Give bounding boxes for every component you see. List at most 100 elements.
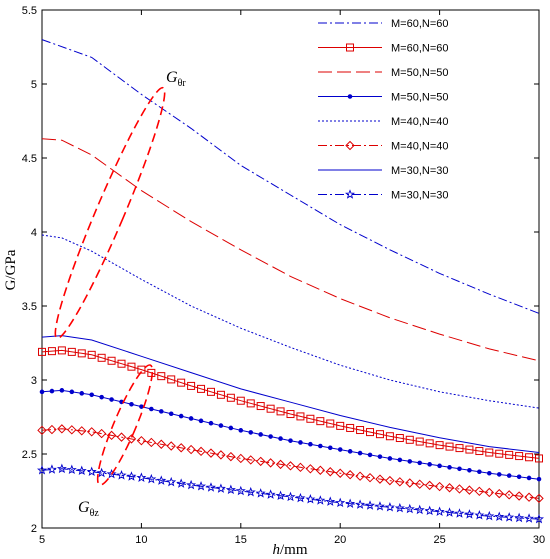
series-3-point	[278, 436, 283, 441]
series-5-point	[335, 468, 345, 478]
series-5-point	[295, 462, 306, 473]
series-3-point	[149, 406, 154, 412]
series-1-point	[316, 417, 325, 426]
series-1-point	[395, 434, 404, 443]
series-3-point	[337, 447, 343, 452]
series-1-point	[57, 346, 66, 355]
series-line-6	[41, 335, 540, 453]
series-3-point	[536, 476, 542, 482]
series-7-point	[235, 485, 246, 496]
series-7-point	[86, 466, 97, 477]
series-5-point	[216, 450, 226, 460]
series-1-point	[405, 435, 414, 444]
series-7-point	[126, 471, 137, 481]
ellipse-g-theta-z	[96, 364, 154, 486]
series-3-point	[357, 450, 363, 456]
series-5-point	[255, 456, 266, 467]
series-5-point	[67, 425, 77, 435]
axis-ticks: 5 10 15 20 25 30 2 2.5 3 3.5 4 4.5 5 5.5	[22, 5, 545, 546]
series-3-point	[308, 441, 313, 447]
x-tick-label-3: 20	[334, 534, 346, 546]
series-5-point	[474, 486, 485, 497]
legend-label-0: M=60,N=60	[391, 18, 448, 30]
series-1-point	[226, 393, 235, 402]
series-3-point	[208, 420, 214, 426]
y-tick-label-7: 5.5	[22, 5, 37, 17]
series-3-point	[218, 423, 224, 428]
series-1-point	[197, 384, 206, 393]
series-7-point	[46, 464, 57, 474]
series-3-point	[318, 443, 323, 449]
series-1-point	[336, 421, 345, 430]
series-1-point	[117, 359, 126, 368]
y-tick-label-0: 2	[31, 523, 37, 535]
series-7-point	[265, 489, 276, 499]
series-3-point	[129, 401, 134, 407]
series-7-point	[454, 508, 465, 518]
series-5-point	[424, 480, 435, 491]
series-5-point	[484, 487, 495, 498]
series-1-point	[505, 450, 514, 459]
series-5-point	[156, 439, 166, 449]
series-5-point	[464, 485, 475, 495]
legend-label-2: M=50,N=50	[391, 67, 448, 79]
series-5-point	[37, 425, 47, 436]
series-5-point	[315, 465, 326, 475]
series-5-point	[355, 471, 365, 481]
series-5-point	[524, 492, 534, 502]
series-7-point	[355, 499, 366, 509]
series-7-point	[464, 509, 475, 519]
y-tick-label-1: 2.5	[22, 449, 37, 461]
series-7-point	[444, 507, 455, 517]
series-3-point	[347, 449, 353, 454]
series-7-point	[434, 506, 445, 516]
series-3-point	[168, 411, 174, 417]
plot-frame	[41, 9, 540, 529]
series-6	[41, 335, 540, 453]
series-7-point	[37, 465, 47, 475]
series-1-point	[385, 432, 394, 441]
series-7-point	[325, 496, 336, 506]
series-7-point	[96, 467, 107, 478]
series-3-point	[447, 465, 452, 470]
x-tick-label-2: 15	[235, 534, 247, 546]
series-5-point	[77, 426, 87, 436]
series-7-point	[345, 498, 356, 508]
series-3-point	[99, 394, 104, 400]
series-7-point	[335, 497, 346, 508]
series-3-point	[188, 416, 194, 421]
series-1-point	[107, 356, 116, 365]
series-7-point	[365, 500, 376, 510]
legend-label-3: M=50,N=50	[391, 92, 448, 104]
series-3-point	[397, 457, 403, 463]
y-tick-label-2: 3	[31, 375, 37, 387]
series-5-point	[534, 493, 544, 504]
annotation-ellipses	[54, 86, 166, 486]
series-3-point	[178, 413, 184, 419]
series-3-point	[258, 432, 263, 437]
series-3-point	[496, 472, 502, 477]
series-3-point	[377, 454, 383, 459]
series-3-point	[516, 474, 522, 480]
series-1-point	[356, 426, 365, 435]
series-1-point	[525, 453, 534, 462]
series-7-point	[205, 482, 216, 492]
series-1-point	[137, 365, 146, 374]
series-7-point	[384, 502, 395, 512]
x-tick-label-1: 10	[135, 534, 147, 546]
series-5-point	[206, 448, 216, 458]
series-3-point	[506, 473, 512, 478]
series-7-point	[166, 476, 177, 487]
series-7-point	[156, 475, 167, 485]
series-1-point	[495, 449, 504, 458]
series-3-point	[39, 389, 45, 395]
x-axis-label: h/mm	[272, 542, 307, 558]
series-7-point	[404, 503, 415, 514]
series-0	[41, 39, 540, 314]
series-7-point	[494, 511, 505, 522]
series-5-point	[385, 475, 395, 486]
series-3-point	[487, 470, 492, 476]
series-1-point	[167, 375, 176, 384]
series-5-point	[375, 474, 385, 484]
series-7-point	[374, 501, 385, 511]
